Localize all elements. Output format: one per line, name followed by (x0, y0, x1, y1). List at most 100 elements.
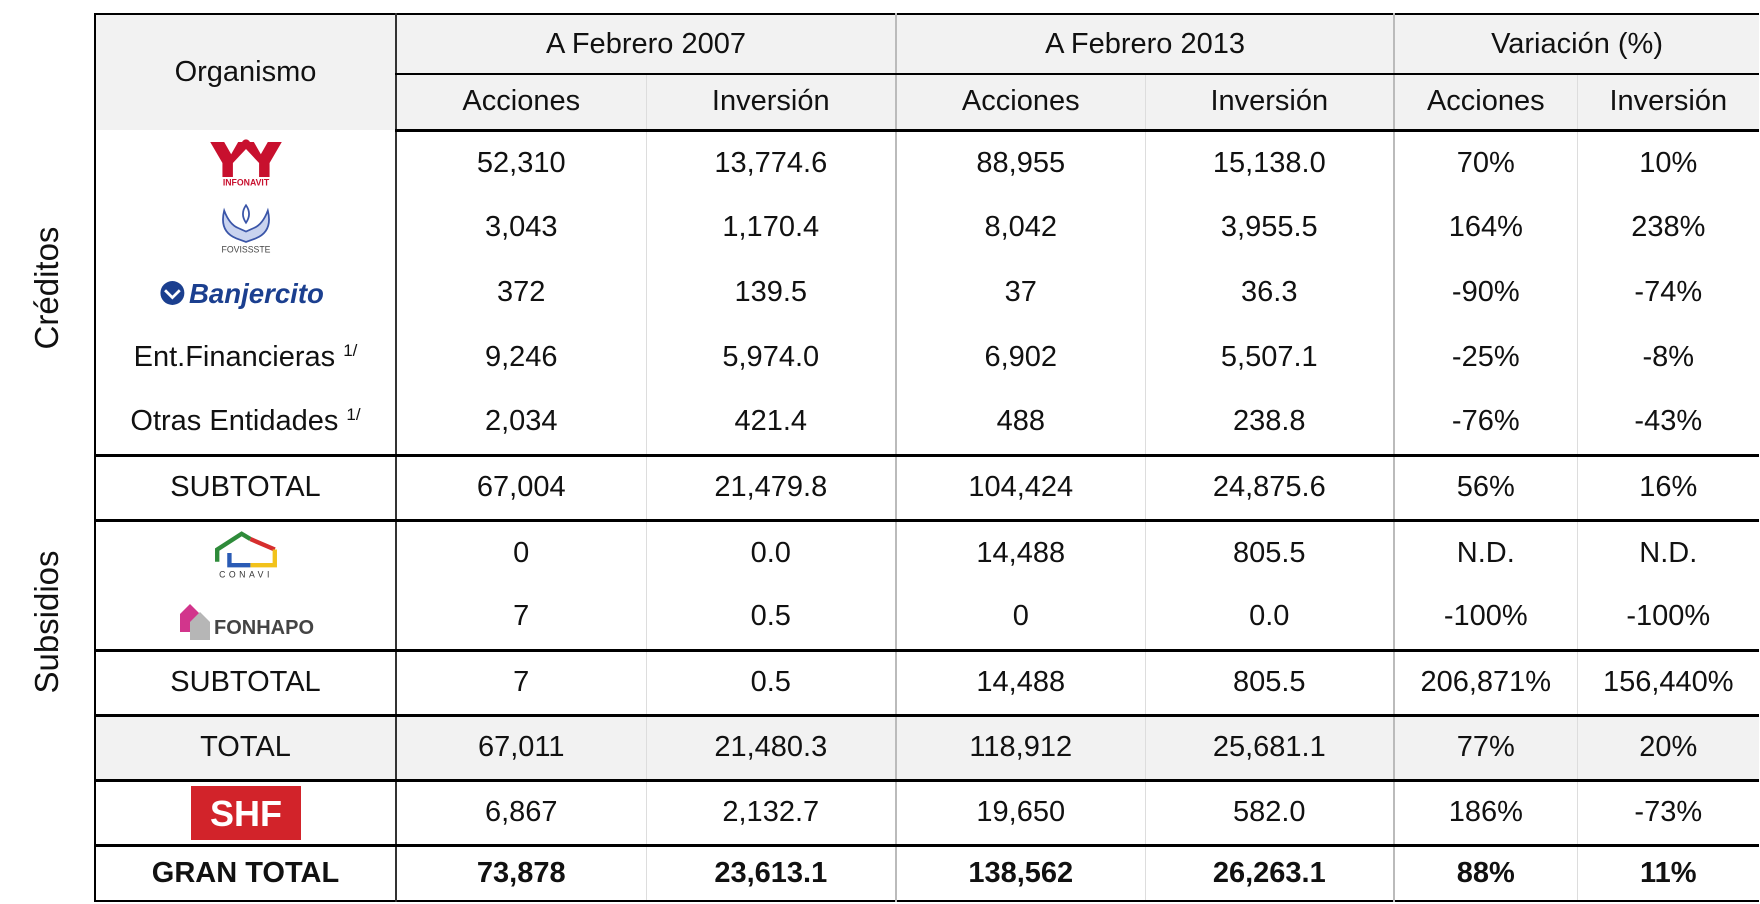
cell: 14,488 (895, 518, 1146, 585)
logo-shape (221, 207, 270, 243)
cell: 77% (1393, 713, 1578, 780)
cell: 9,246 (395, 325, 646, 390)
row-label-cell: GRAN TOTAL (95, 843, 396, 901)
table-row: Ent.Financieras 1/9,246 5,974.0 6,902 5,507… (95, 325, 1760, 390)
cell: 0.0 (645, 518, 897, 585)
side-label: Créditos (28, 226, 65, 350)
footnote-mark: 1/ (346, 405, 361, 425)
logo-shape (249, 537, 276, 552)
row-label-cell: SUBTOTAL (95, 648, 396, 715)
sub-header: Inversión (1576, 74, 1760, 132)
cell: 3,955.5 (1144, 195, 1395, 260)
row-label-cell: FONHAPO (95, 585, 396, 650)
cell: 156,440% (1576, 648, 1760, 715)
cell: 0 (895, 585, 1146, 650)
table: Organismo A Febrero 2007 A Febrero 2013 … (94, 13, 1760, 902)
group-header: Variación (%) (1393, 14, 1760, 75)
cell: -76% (1393, 390, 1578, 455)
logo-shape (249, 549, 277, 568)
cell: 238.8 (1144, 390, 1395, 455)
cell: 805.5 (1144, 648, 1395, 715)
cell: 2,132.7 (645, 778, 897, 845)
cell: 421.4 (645, 390, 897, 455)
cell: -8% (1576, 325, 1760, 390)
row-label: Ent.Financieras (133, 341, 336, 373)
row-label: SUBTOTAL (170, 471, 321, 503)
cell: 6,867 (395, 778, 646, 845)
group-header: A Febrero 2007 (394, 14, 897, 75)
cell: 56% (1393, 453, 1578, 520)
logo: CONAVI (214, 531, 277, 580)
cell: -90% (1393, 260, 1578, 325)
cell: 582.0 (1144, 778, 1395, 845)
cell: N.D. (1393, 518, 1578, 585)
logo: SHF (190, 785, 301, 840)
cell: 6,902 (895, 325, 1146, 390)
table-row: CONAVI 0 0.0 14,488 805.5 N.D. N.D. (95, 518, 1760, 585)
cell: 20% (1576, 713, 1760, 780)
cell: 5,974.0 (645, 325, 897, 390)
logo-shape (189, 611, 210, 640)
cell: 7 (395, 585, 646, 650)
table-row: Banjercito 372 139.5 37 36.3 -90% -74% (95, 260, 1760, 325)
cell: -100% (1393, 585, 1578, 650)
logo-shape (226, 553, 250, 568)
logo-shape (163, 288, 181, 300)
row-label-cell: FOVISSSTE (95, 195, 396, 260)
cell: 11% (1576, 843, 1760, 901)
sub-header: Inversión (645, 74, 897, 132)
table-row: INFONAVIT 52,310 13,774.6 88,955 15,138.0 70%… (95, 130, 1760, 195)
cell: 67,004 (395, 453, 646, 520)
logo-shape (190, 785, 301, 840)
logo-text: FONHAPO (214, 617, 314, 639)
cell: 21,479.8 (645, 453, 897, 520)
cell: 1,170.4 (645, 195, 897, 260)
logo: INFONAVIT (209, 138, 282, 187)
cell: 0 (395, 518, 646, 585)
cell: -74% (1576, 260, 1760, 325)
cell: 15,138.0 (1144, 130, 1395, 195)
cell: 19,650 (895, 778, 1146, 845)
sub-header: Acciones (895, 74, 1146, 132)
cell: N.D. (1576, 518, 1760, 585)
logo-shape (214, 531, 251, 562)
group-header: A Febrero 2013 (895, 14, 1395, 75)
logo-text: FOVISSSTE (221, 244, 270, 254)
table-row: FONHAPO 7 0.5 0 0.0 -100% -100% (95, 585, 1760, 650)
cell: 16% (1576, 453, 1760, 520)
row-label-cell: Otras Entidades 1/ (95, 390, 396, 455)
header-cell: Organismo (95, 14, 396, 130)
logo: FOVISSSTE (221, 203, 270, 254)
row-label-cell: Banjercito (95, 260, 396, 325)
cell: 0.5 (645, 585, 897, 650)
cell: 238% (1576, 195, 1760, 260)
sub-header: Inversión (1144, 74, 1395, 132)
logo-shape (209, 141, 282, 177)
cell: 8,042 (895, 195, 1146, 260)
cell: 14,488 (895, 648, 1146, 715)
cell: 0.0 (1144, 585, 1395, 650)
logo-shape (241, 203, 250, 224)
table-row: FOVISSSTE 3,043 1,170.4 8,042 3,955.5 164% 238… (95, 195, 1760, 260)
table-row: TOTAL 67,011 21,480.3 118,912 25,681.1 77% 20% (95, 713, 1760, 780)
logo-shape (159, 280, 184, 305)
cell: 37 (895, 260, 1146, 325)
row-label: GRAN TOTAL (151, 856, 340, 889)
cell: 25,681.1 (1144, 713, 1395, 780)
cell: 21,480.3 (645, 713, 897, 780)
cell: -73% (1576, 778, 1760, 845)
cell: 3,043 (395, 195, 646, 260)
cell: 36.3 (1144, 260, 1395, 325)
cell: 186% (1393, 778, 1578, 845)
logo: FONHAPO (179, 603, 314, 640)
logo-text: CONAVI (219, 570, 273, 580)
row-label: Otras Entidades (130, 405, 339, 438)
row-label-cell: CONAVI (95, 518, 396, 585)
cell: 164% (1393, 195, 1578, 260)
cell: 7 (395, 648, 646, 715)
cell: 24,875.6 (1144, 453, 1395, 520)
row-label-cell: SUBTOTAL (95, 453, 396, 520)
table-row: Otras Entidades 1/2,034 421.4 488 238.8 -76%… (95, 390, 1760, 455)
side-label: Subsidios (28, 550, 65, 694)
